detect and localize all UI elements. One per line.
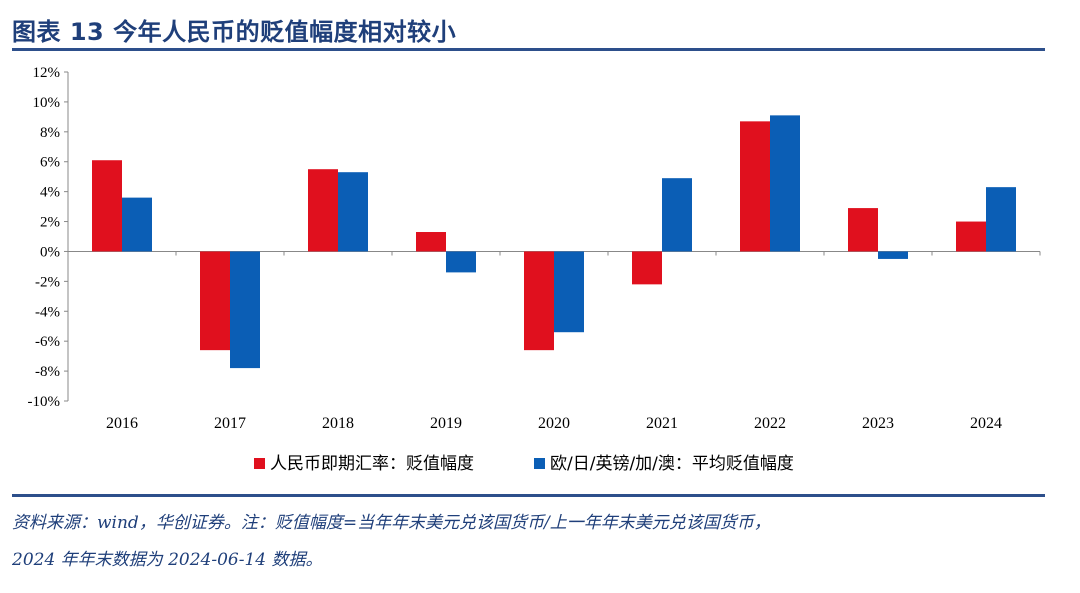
cny-bar-2021 <box>632 251 662 285</box>
x-tick-label: 2022 <box>754 415 786 432</box>
cny-bar-2016 <box>92 160 122 252</box>
y-tick-label: 10% <box>33 95 61 111</box>
bar-chart: 12% 10% 8% 6% 4% 2% 0% -2% -4% -6% -8% -10% 2016 2017… <box>28 65 1041 474</box>
title-divider <box>12 48 1045 51</box>
y-tick-label: 8% <box>40 125 60 141</box>
figure-title: 图表 13 今年人民币的贬值幅度相对较小 <box>12 18 457 46</box>
y-tick-label: -6% <box>35 334 60 350</box>
basket-bar-2016 <box>122 197 152 252</box>
data-date-note: 2024 年年末数据为 2024-06-14 数据。 <box>12 550 323 570</box>
x-tick-label: 2021 <box>646 415 678 432</box>
legend-label: 欧/日/英镑/加/澳：平均贬值幅度 <box>550 454 794 474</box>
cny-bar-2024 <box>956 221 986 252</box>
y-tick-label: -10% <box>28 394 61 410</box>
source-note: 资料来源：wind，华创证券。注：贬值幅度=当年年末美元兑该国货币/上一年年末美… <box>12 513 771 533</box>
x-tick-label: 2016 <box>106 415 138 432</box>
x-tick-label: 2024 <box>970 415 1002 432</box>
legend-label: 人民币即期汇率：贬值幅度 <box>270 454 474 474</box>
basket-bar-2020 <box>554 251 584 333</box>
basket-bar-2019 <box>446 251 476 273</box>
source-divider <box>12 494 1045 497</box>
x-tick-label: 2020 <box>538 415 570 432</box>
cny-bar-2022 <box>740 121 770 252</box>
y-tick-label: 0% <box>40 244 60 260</box>
basket-bar-2024 <box>986 187 1016 252</box>
cny-bar-2019 <box>416 232 446 252</box>
cny-bar-2018 <box>308 169 338 252</box>
legend-swatch <box>254 458 265 469</box>
y-tick-label: -8% <box>35 364 60 380</box>
basket-bar-2023 <box>878 251 908 259</box>
y-tick-label: -2% <box>35 274 60 290</box>
cny-bar-2017 <box>200 251 230 351</box>
y-tick-label: -4% <box>35 304 60 320</box>
basket-bar-2017 <box>230 251 260 369</box>
cny-bar-2023 <box>848 208 878 252</box>
x-tick-label: 2023 <box>862 415 894 432</box>
y-tick-label: 4% <box>40 185 60 201</box>
x-tick-label: 2018 <box>322 415 354 432</box>
x-tick-label: 2019 <box>430 415 462 432</box>
y-tick-label: 2% <box>40 215 60 231</box>
basket-bar-2018 <box>338 172 368 252</box>
y-tick-label: 12% <box>33 65 61 81</box>
x-tick-label: 2017 <box>214 415 246 432</box>
y-tick-label: 6% <box>40 155 60 171</box>
legend-swatch <box>534 458 545 469</box>
cny-bar-2020 <box>524 251 554 351</box>
basket-bar-2022 <box>770 115 800 252</box>
basket-bar-2021 <box>662 178 692 252</box>
